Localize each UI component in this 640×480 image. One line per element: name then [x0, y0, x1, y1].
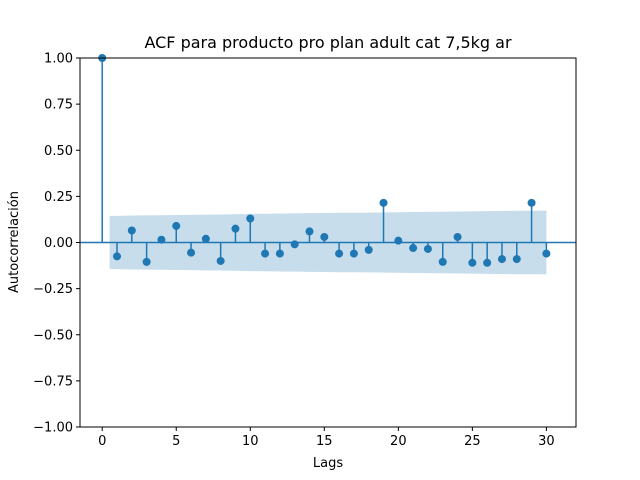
acf-point-lag-8: [216, 256, 225, 265]
x-tick-label: 0: [98, 434, 106, 449]
x-tick-label: 20: [390, 434, 407, 449]
acf-point-lag-23: [438, 257, 447, 266]
y-tick-label: 0.50: [44, 144, 73, 159]
acf-point-lag-4: [157, 235, 166, 244]
acf-point-lag-22: [423, 244, 432, 253]
acf-point-lag-18: [364, 245, 373, 254]
acf-point-lag-5: [172, 221, 181, 230]
acf-point-lag-17: [349, 249, 358, 258]
acf-point-lag-20: [394, 236, 403, 245]
acf-point-lag-28: [512, 255, 521, 264]
acf-point-lag-25: [468, 258, 477, 267]
y-tick-label: −0.50: [33, 328, 73, 343]
y-tick-label: −1.00: [33, 421, 73, 436]
acf-point-lag-24: [453, 232, 462, 241]
acf-point-lag-10: [246, 214, 255, 223]
acf-point-lag-14: [305, 227, 314, 236]
axes: 0 5 10 15 20 25 30 −1.00 −0.75 −0.50 −0.25 0.00 0.25…: [33, 52, 577, 449]
x-tick-label: 15: [316, 434, 333, 449]
acf-point-lag-13: [290, 240, 299, 249]
acf-point-lag-2: [127, 226, 136, 235]
acf-point-lag-26: [483, 258, 492, 267]
acf-point-lag-29: [527, 198, 536, 207]
acf-point-lag-1: [113, 252, 122, 261]
y-axis-title: Autocorrelación: [7, 191, 22, 293]
acf-point-lag-16: [335, 249, 344, 258]
x-axis-title: Lags: [313, 456, 343, 471]
acf-point-lag-27: [497, 255, 506, 264]
acf-point-lag-9: [231, 224, 240, 233]
y-tick-label: 1.00: [44, 52, 73, 67]
y-tick-label: −0.25: [33, 282, 73, 297]
acf-point-lag-7: [201, 234, 210, 243]
acf-point-lag-3: [142, 257, 151, 266]
acf-point-lag-15: [320, 232, 329, 241]
acf-point-lag-12: [275, 249, 284, 258]
y-tick-label: 0.25: [44, 190, 73, 205]
acf-point-lag-6: [187, 248, 196, 257]
acf-point-lag-30: [542, 249, 551, 258]
acf-point-lag-21: [409, 244, 418, 253]
x-tick-label: 30: [538, 434, 555, 449]
x-tick-label: 10: [242, 434, 259, 449]
plot-area: [80, 54, 576, 275]
y-tick-label: 0.75: [44, 98, 73, 113]
y-tick-label: −0.75: [33, 374, 73, 389]
y-tick-label: 0.00: [44, 236, 73, 251]
x-tick-label: 25: [464, 434, 481, 449]
x-tick-label: 5: [172, 434, 180, 449]
acf-point-lag-11: [261, 249, 270, 258]
acf-point-lag-19: [379, 198, 388, 207]
chart-title: ACF para producto pro plan adult cat 7,5…: [144, 33, 511, 52]
